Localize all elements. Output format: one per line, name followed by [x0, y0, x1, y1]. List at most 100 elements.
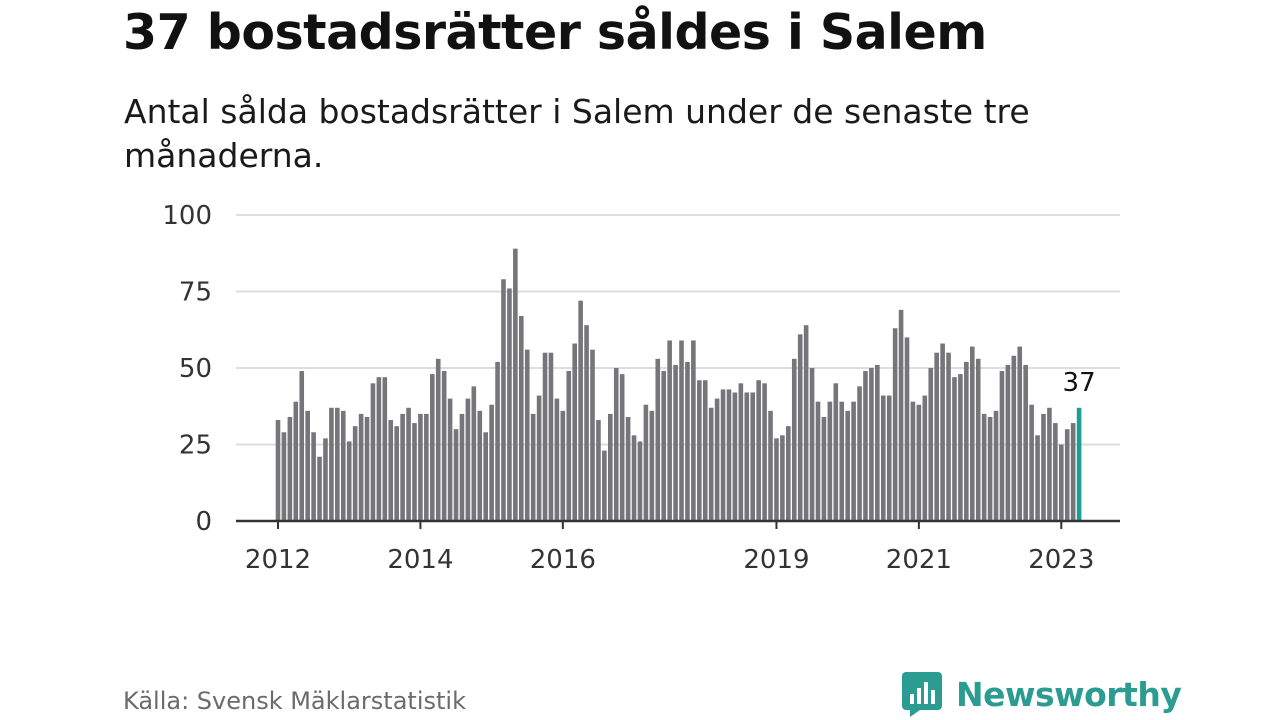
bar: [661, 371, 667, 521]
x-tick-label: 2023: [1028, 545, 1094, 575]
bar: [424, 413, 429, 521]
bar: [1058, 444, 1064, 521]
source-note: Källa: Svensk Mäklarstatistik: [123, 687, 466, 715]
bar: [459, 413, 465, 521]
bar: [477, 410, 483, 521]
bar: [827, 401, 833, 521]
bar: [335, 407, 340, 521]
bar: [655, 358, 661, 521]
bar: [946, 352, 951, 521]
bar: [1011, 355, 1017, 521]
bar: [780, 435, 785, 521]
bar: [465, 398, 471, 521]
bar: [958, 374, 963, 521]
bar: [507, 288, 512, 521]
highlight-value-label: 37: [1063, 368, 1096, 398]
bar: [934, 352, 939, 521]
bar: [732, 392, 738, 521]
bar: [275, 420, 281, 521]
bar: [619, 374, 625, 521]
bar-chart: 0 25 50 75 100 2012 2014 2016 2019 2021 2023 37: [162, 201, 1120, 575]
newsworthy-logo: Newsworthy: [900, 670, 1182, 718]
bar: [981, 413, 987, 521]
bar: [809, 368, 815, 521]
bar: [299, 371, 305, 521]
bar: [376, 377, 382, 521]
bar: [1053, 423, 1058, 521]
x-axis-ticks: 2012 2014 2016 2019 2021 2023: [245, 521, 1094, 575]
bar: [975, 358, 981, 521]
bar: [340, 410, 346, 521]
bar: [388, 420, 394, 521]
bar: [702, 380, 708, 521]
bar: [869, 368, 874, 521]
x-tick-label: 2016: [530, 545, 596, 575]
bar: [940, 343, 945, 521]
bar: [969, 346, 975, 521]
bar: [608, 413, 613, 521]
bar: [554, 398, 560, 521]
bar: [518, 315, 524, 521]
bar: [928, 368, 934, 521]
bar: [578, 300, 583, 521]
bar: [673, 364, 678, 521]
bar: [495, 361, 500, 521]
bar: [1005, 364, 1011, 521]
bar: [762, 383, 767, 521]
bar: [323, 438, 328, 521]
bar: [418, 413, 423, 521]
bar: [744, 392, 750, 521]
y-tick-label: 0: [195, 507, 212, 537]
bar: [863, 371, 868, 521]
bar: [815, 401, 821, 521]
y-tick-label: 25: [179, 431, 212, 461]
chart-title: 37 bostadsrätter såldes i Salem: [123, 4, 987, 61]
bar: [720, 389, 726, 521]
bar: [406, 407, 411, 521]
bar: [548, 352, 554, 521]
bar: [613, 368, 619, 521]
bar: [566, 371, 572, 521]
bar: [922, 395, 928, 521]
bar: [691, 340, 696, 521]
bar: [797, 334, 803, 521]
bar: [317, 456, 322, 521]
bar: [904, 337, 910, 521]
bar: [685, 361, 690, 521]
bar: [524, 349, 530, 521]
bar: [352, 426, 358, 521]
x-tick-label: 2014: [387, 545, 453, 575]
bar: [471, 386, 477, 521]
bar-highlight: [1076, 407, 1082, 521]
bar: [281, 432, 287, 521]
bar: [750, 392, 756, 521]
bar: [708, 407, 714, 521]
bar: [964, 361, 969, 521]
bar: [851, 401, 856, 521]
bar: [697, 380, 702, 521]
bar: [394, 426, 399, 521]
bar: [643, 404, 649, 521]
bar: [382, 377, 388, 521]
bar: [839, 401, 845, 521]
bar: [768, 410, 773, 521]
bar: [1035, 435, 1040, 521]
bar: [649, 410, 655, 521]
bar: [993, 410, 999, 521]
chart-subtitle: Antal sålda bostadsrätter i Salem under …: [124, 92, 1030, 175]
bar: [311, 432, 316, 521]
bar: [637, 441, 643, 521]
bar: [631, 435, 637, 521]
bar: [584, 325, 589, 521]
bar: [1070, 423, 1076, 521]
bar: [501, 279, 506, 521]
bar: [305, 410, 310, 521]
bar: [714, 398, 720, 521]
bar: [329, 407, 334, 521]
y-tick-label: 100: [162, 201, 212, 231]
bar: [786, 426, 791, 521]
bar: [1047, 407, 1052, 521]
bar: [513, 248, 518, 521]
bar: [999, 371, 1005, 521]
bar: [435, 358, 441, 521]
